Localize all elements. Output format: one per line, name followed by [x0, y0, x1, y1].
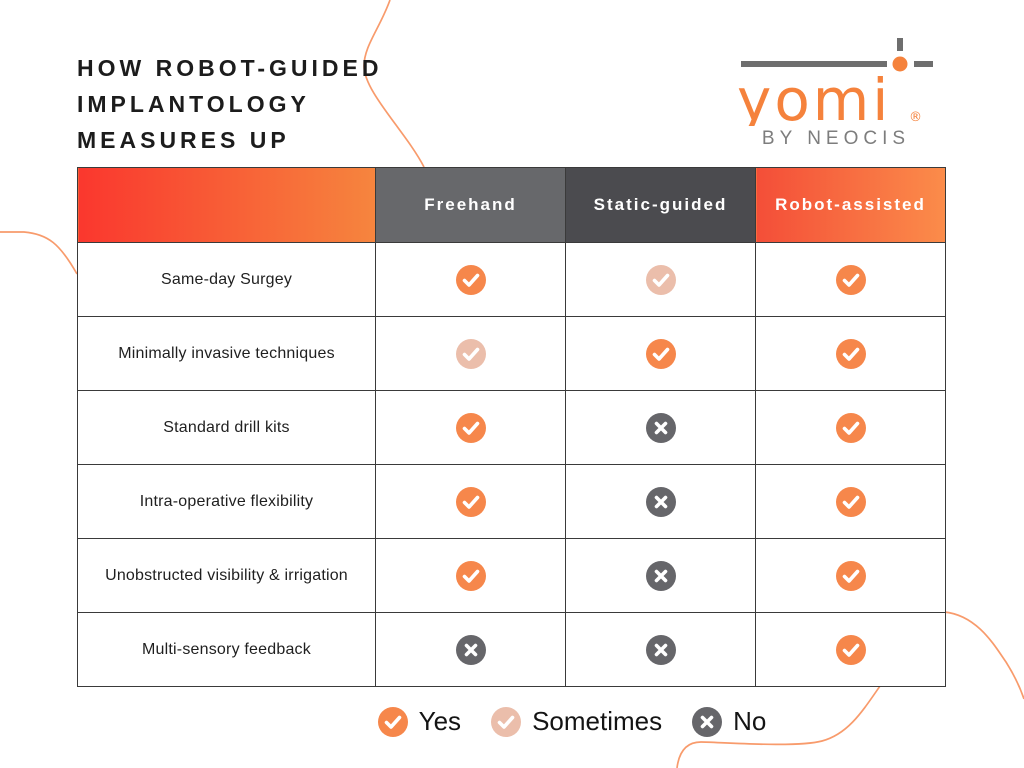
mark-icon — [835, 634, 866, 665]
column-header-robot-assisted: Robot-assisted — [755, 167, 946, 243]
mark-icon — [645, 486, 676, 517]
legend-label: No — [733, 706, 767, 736]
legend-label: Sometimes — [532, 706, 663, 736]
mark-icon — [835, 560, 866, 591]
table-cell — [565, 464, 756, 539]
logo-i-dot — [892, 56, 908, 72]
mark-icon — [455, 486, 486, 517]
table-cell — [565, 390, 756, 465]
deco-curve-left — [0, 231, 78, 275]
page-title-line-2: IMPLANTOLOGY — [77, 91, 310, 117]
table-cell — [565, 538, 756, 613]
table-cell — [565, 242, 756, 317]
mark-icon — [645, 412, 676, 443]
yes-check-icon — [377, 706, 408, 737]
row-label: Standard drill kits — [77, 390, 376, 465]
mark-icon — [645, 560, 676, 591]
yomi-logo: yomi ® BY NEOCIS — [737, 34, 935, 150]
table-cell — [375, 316, 566, 391]
table-cell — [375, 612, 566, 687]
deco-curve-right — [943, 611, 1024, 700]
legend-label: Yes — [418, 706, 462, 736]
page-title-line-1: HOW ROBOT-GUIDED — [77, 55, 383, 81]
row-label: Multi-sensory feedback — [77, 612, 376, 687]
table-row: Unobstructed visibility & irrigation — [77, 538, 946, 613]
table-row: Minimally invasive techniques — [77, 316, 946, 391]
column-header-static-guided: Static-guided — [565, 167, 756, 243]
mark-icon — [455, 634, 486, 665]
table-cell — [375, 390, 566, 465]
column-header-freehand: Freehand — [375, 167, 566, 243]
row-label: Intra-operative flexibility — [77, 464, 376, 539]
logo-registered-mark: ® — [909, 110, 922, 125]
table-cell — [755, 242, 946, 317]
table-body: Same-day Surgey Minimally invasive techn… — [77, 242, 946, 687]
comparison-table: Freehand Static-guided Robot-assisted Sa… — [77, 167, 946, 687]
logo-wordmark-text: yomi — [737, 66, 891, 126]
table-row: Intra-operative flexibility — [77, 464, 946, 539]
mark-icon — [835, 412, 866, 443]
table-cell — [755, 464, 946, 539]
mark-icon — [455, 560, 486, 591]
mark-icon — [835, 486, 866, 517]
legend-item-yes: Yes — [377, 706, 462, 737]
row-label: Unobstructed visibility & irrigation — [77, 538, 376, 613]
table-cell — [565, 316, 756, 391]
mark-icon — [455, 338, 486, 369]
header-cell-blank — [77, 167, 376, 243]
page-title-line-3: MEASURES UP — [77, 127, 290, 153]
row-label: Minimally invasive techniques — [77, 316, 376, 391]
table-cell — [755, 538, 946, 613]
mark-icon — [455, 412, 486, 443]
mark-icon — [645, 264, 676, 295]
table-cell — [755, 612, 946, 687]
table-header: Freehand Static-guided Robot-assisted — [77, 167, 946, 243]
logo-byline: BY NEOCIS — [761, 128, 911, 149]
legend-item-sometimes: Sometimes — [491, 706, 662, 737]
mark-icon — [835, 264, 866, 295]
mark-icon — [645, 634, 676, 665]
table-cell — [755, 390, 946, 465]
mark-icon — [645, 338, 676, 369]
page-title: HOW ROBOT-GUIDED IMPLANTOLOGY MEASURES U… — [77, 50, 383, 158]
table-cell — [375, 538, 566, 613]
mark-icon — [455, 264, 486, 295]
table-cell — [565, 612, 756, 687]
sometimes-check-icon — [491, 706, 522, 737]
table-cell — [375, 464, 566, 539]
table-row: Same-day Surgey — [77, 242, 946, 317]
legend: Yes Sometimes No — [0, 706, 1024, 737]
no-x-icon — [692, 706, 723, 737]
yomi-wordmark-graphic: yomi ® — [737, 38, 933, 126]
table-row: Multi-sensory feedback — [77, 612, 946, 687]
table-cell — [375, 242, 566, 317]
header-row: Freehand Static-guided Robot-assisted — [77, 167, 946, 243]
row-label: Same-day Surgey — [77, 242, 376, 317]
mark-icon — [835, 338, 866, 369]
legend-item-no: No — [692, 706, 766, 737]
table-cell — [755, 316, 946, 391]
table-row: Standard drill kits — [77, 390, 946, 465]
